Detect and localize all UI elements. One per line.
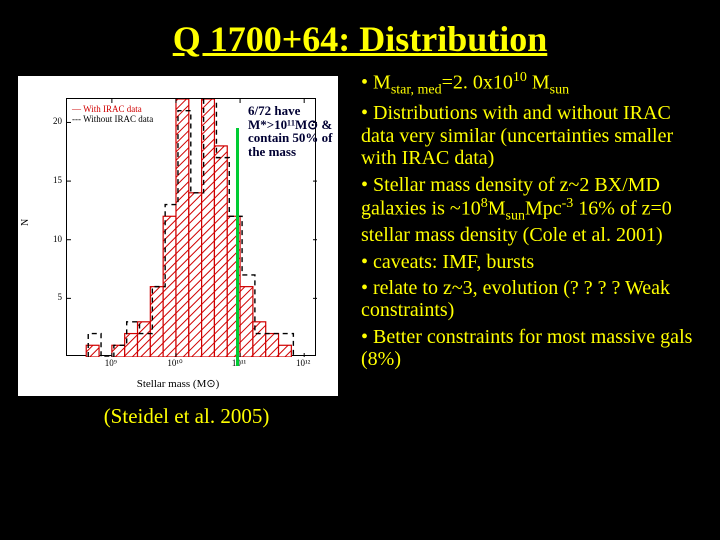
b3-s2: -3 (562, 196, 574, 211)
bullet-list: • Mstar, med=2. 0x1010 Msun • Distributi… (355, 68, 702, 429)
b3-s1: 8 (481, 196, 488, 211)
chart-legend: — With IRAC data --- Without IRAC data (72, 104, 153, 124)
chart-caption: (Steidel et al. 2005) (18, 404, 355, 429)
xtick: 10¹¹ (224, 358, 254, 368)
y-axis-label: N (20, 219, 31, 226)
bullet-1: • Mstar, med=2. 0x1010 Msun (361, 70, 702, 98)
b1-sup: 10 (513, 70, 527, 85)
xtick: 10¹² (288, 358, 318, 368)
b1-mid: =2. 0x10 (442, 72, 513, 94)
b1-pre: • M (361, 72, 391, 94)
bullet-6: • Better constraints for most massive ga… (361, 326, 702, 371)
b3-b: M (488, 198, 506, 220)
legend-black-label: Without IRAC data (83, 114, 153, 124)
ytick: 15 (22, 175, 62, 185)
green-vline (236, 128, 239, 366)
ytick: 20 (22, 116, 62, 126)
b1-sub1: star, med (391, 83, 442, 98)
content-row: — With IRAC data --- Without IRAC data N… (0, 68, 720, 429)
bullet-2: • Distributions with and without IRAC da… (361, 102, 702, 169)
bullet-5: • relate to z~3, evolution (? ? ? ? Weak… (361, 277, 702, 322)
b3-sub1: sun (506, 209, 525, 224)
ytick: 5 (22, 292, 62, 302)
bullet-4: • caveats: IMF, bursts (361, 251, 702, 273)
x-axis-label: Stellar mass (M⊙) (18, 377, 338, 390)
chart-annotation: 6/72 have M*>10¹¹M⊙ & contain 50% of the… (248, 104, 343, 159)
left-column: — With IRAC data --- Without IRAC data N… (18, 68, 355, 429)
bullet-3: • Stellar mass density of z~2 BX/MD gala… (361, 174, 702, 247)
xtick: 10⁹ (96, 358, 126, 368)
ytick: 10 (22, 234, 62, 244)
b3-c: Mpc (525, 198, 562, 220)
xtick: 10¹⁰ (160, 358, 190, 369)
b1-sub2: sun (550, 83, 569, 98)
b1-post: M (527, 72, 550, 94)
slide-title: Q 1700+64: Distribution (0, 0, 720, 68)
legend-red-label: With IRAC data (83, 104, 142, 114)
